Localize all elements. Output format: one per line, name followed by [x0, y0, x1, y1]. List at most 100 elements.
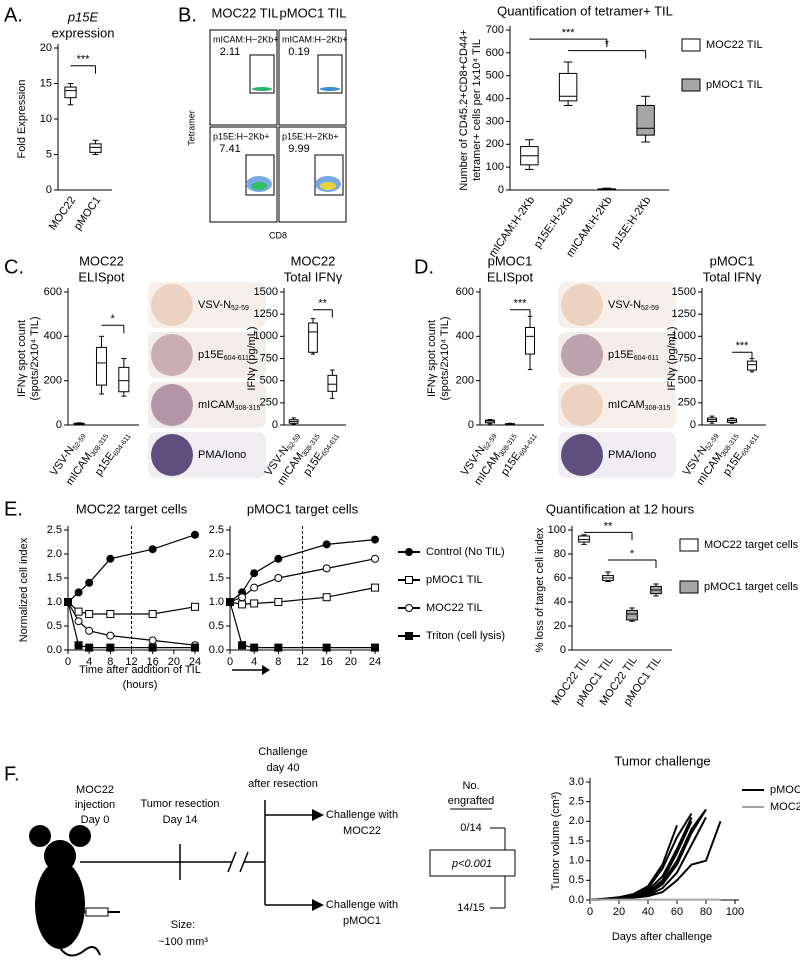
- significance-label: *: [605, 38, 610, 50]
- well: [561, 434, 603, 476]
- point: [191, 602, 199, 611]
- well-label-sub: 604-611: [224, 355, 249, 362]
- p-value: p<0.001: [451, 858, 492, 870]
- y-tick-label: 0: [690, 419, 696, 431]
- significance-label: **: [604, 520, 613, 532]
- y-tick-label: 1.5: [569, 835, 584, 847]
- y-tick-label: 700: [486, 24, 504, 36]
- flow-percent: 7.41: [219, 143, 240, 155]
- chart-title: expression: [52, 25, 115, 40]
- flow-events: [320, 87, 340, 91]
- panel-letter: C.: [4, 256, 24, 278]
- y-tick-label: 0.5: [209, 620, 224, 632]
- flow-events: [320, 182, 336, 190]
- flow-percent: 2.11: [220, 46, 241, 58]
- arrow-head: [312, 809, 324, 821]
- significance-label: *: [630, 548, 635, 560]
- box: [636, 104, 655, 136]
- chart-title: MOC22: [79, 253, 124, 268]
- mouse-ear: [29, 825, 51, 847]
- y-tick-label: 3.0: [569, 776, 584, 788]
- y-tick-label: 500: [486, 70, 504, 82]
- point: [322, 593, 331, 602]
- box: [747, 360, 757, 371]
- point: [405, 632, 413, 640]
- y-tick-label: 600: [44, 286, 62, 298]
- label: Challenge with: [326, 809, 398, 821]
- timeline-break: [227, 851, 237, 873]
- point: [371, 583, 379, 592]
- point: [106, 610, 115, 618]
- point: [322, 643, 331, 652]
- series-line: [229, 601, 375, 649]
- y-tick-label: 300: [486, 115, 504, 127]
- well: [561, 384, 603, 426]
- label: ~100 mm³: [158, 936, 208, 948]
- y-tick-label: 1500: [672, 286, 696, 298]
- y-axis-label: % loss of target cell index: [534, 527, 546, 652]
- x-tick-label-sub: 52-59: [72, 433, 88, 452]
- point: [148, 610, 157, 618]
- y-tick-label: 20: [554, 620, 566, 632]
- label: Tumor resection: [140, 798, 219, 810]
- well-label-main: PMA/Iono: [608, 449, 656, 461]
- legend-label: Triton (cell lysis): [426, 630, 505, 642]
- well-label: PMA/Iono: [198, 449, 246, 461]
- y-tick-label: 2.5: [209, 524, 224, 536]
- well-label-main: mICAM: [198, 399, 235, 411]
- legend-label: pMOC1 TIL: [706, 79, 763, 91]
- well-label-sub: 308-315: [235, 405, 261, 412]
- point: [322, 564, 331, 573]
- y-tick-label: 20: [40, 42, 52, 54]
- well-label-main: mICAM: [608, 399, 645, 411]
- significance-label: ***: [514, 298, 528, 310]
- x-tick-label: 80: [700, 906, 712, 918]
- y-axis-label: (spots/2x10⁴ TIL): [439, 316, 451, 400]
- y-tick-label: 1000: [672, 330, 696, 342]
- y-tick-label: 1.0: [47, 596, 62, 608]
- y-tick-label: 1250: [254, 308, 278, 320]
- point: [274, 643, 283, 652]
- well-label-sub: 308-315: [645, 405, 671, 412]
- flow-column: pMOC1 TIL: [280, 5, 347, 20]
- x-tick-label: 16: [147, 656, 159, 668]
- mouse-ear: [69, 825, 91, 847]
- label: engrafted: [448, 795, 494, 807]
- y-tick-label: 0: [468, 419, 474, 431]
- label: after resection: [248, 778, 318, 790]
- point: [371, 554, 379, 563]
- flow-gate: [314, 154, 344, 196]
- y-tick-label: 250: [260, 397, 278, 409]
- well-label-main: p15E: [198, 349, 224, 361]
- chart-title: Tumor challenge: [614, 753, 710, 768]
- x-tick-label-sub: 604-611: [321, 433, 341, 458]
- elispot-wells: [148, 282, 676, 478]
- box: [118, 366, 130, 393]
- label: Day 14: [163, 814, 198, 826]
- y-tick-label: 500: [260, 375, 278, 387]
- point: [85, 626, 94, 635]
- point: [106, 554, 115, 563]
- y-tick-label: 5: [46, 148, 52, 160]
- box: [626, 609, 638, 621]
- flow-gate-label: p15E:H−2Kb+: [282, 131, 339, 141]
- box: [525, 326, 535, 355]
- point: [238, 600, 247, 609]
- y-tick-label: 100: [486, 161, 504, 173]
- chart-title: pMOC1: [710, 253, 755, 268]
- point: [191, 530, 199, 539]
- y-tick-label: 600: [456, 286, 474, 298]
- mouse-body: [35, 861, 85, 949]
- flow-gate-label: mICAM:H−2Kb+: [282, 34, 348, 44]
- y-axis-label: Tumor volume (cm³): [550, 792, 562, 891]
- series-line: [229, 558, 376, 603]
- significance-label: ***: [77, 54, 91, 66]
- flow-axis-label: Tetramer: [186, 110, 196, 146]
- x-tick-label: 20: [345, 656, 357, 668]
- point: [74, 617, 83, 626]
- x-tick-label: 4: [251, 656, 257, 668]
- x-axis-label: Days after challenge: [612, 931, 712, 943]
- y-tick-label: 0: [56, 419, 62, 431]
- y-tick-label: 1.0: [209, 596, 224, 608]
